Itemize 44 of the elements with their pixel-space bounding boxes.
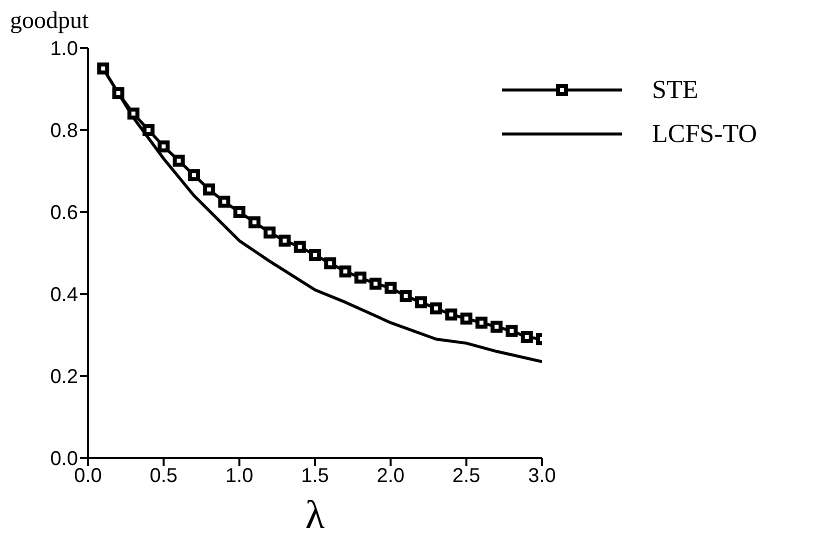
point [188,169,200,182]
point [309,249,321,262]
point [520,331,533,344]
point [294,240,306,253]
point [460,312,472,325]
point [324,257,336,270]
point [158,140,170,152]
point [127,108,140,120]
point [475,316,488,329]
point [490,320,503,333]
legend-label: STE [652,75,698,105]
x-tick-label: 1.5 [301,465,329,488]
x-tick-label: 3.0 [528,465,556,488]
point [384,282,397,294]
point [400,290,412,302]
x-tick-label: 0.5 [150,465,178,488]
y-tick-label: 0.4 [50,284,78,306]
y-tick-label: 1.0 [50,38,78,60]
point [354,272,366,284]
y-tick-label: 0.8 [50,120,78,142]
legend-label: LCFS-TO [652,119,757,149]
point [218,196,230,208]
x-tick-label: 2.5 [452,465,480,488]
point [339,265,352,278]
x-tick-label: 1.0 [225,465,254,488]
point [233,206,246,218]
point [142,124,155,136]
point [278,234,291,247]
point [248,216,260,228]
point [172,154,185,167]
x-axis-title: λ [305,492,326,537]
x-tick-label: 0.0 [74,465,102,488]
point [430,302,442,314]
y-tick-label: 0.2 [50,366,78,388]
y-axis-title: goodput [10,8,89,35]
point [112,87,124,100]
y-tick-label: 0.6 [50,202,78,224]
point [370,278,382,290]
point [506,324,518,337]
point [445,308,458,320]
point [203,183,216,196]
x-tick-label: 2.0 [376,465,405,488]
point [264,226,276,238]
point [414,296,427,308]
